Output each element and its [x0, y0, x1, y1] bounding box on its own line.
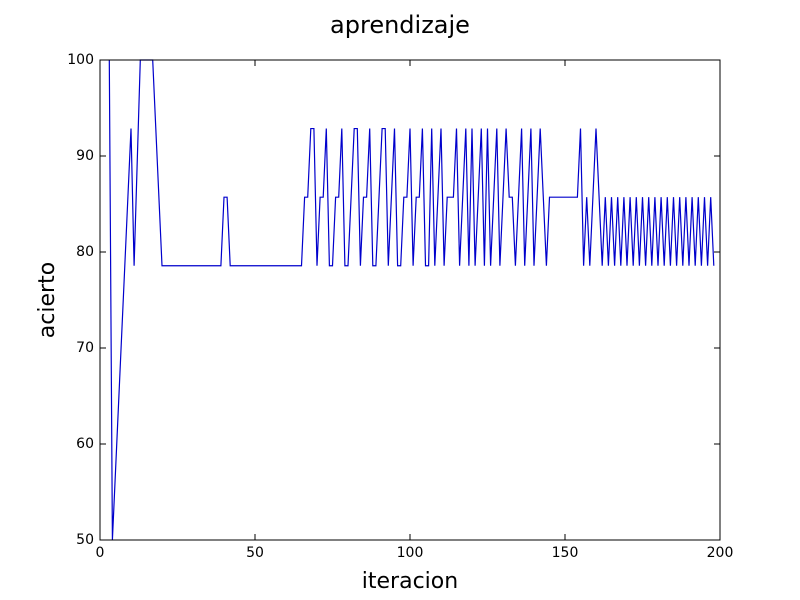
y-tick-label: 50: [76, 532, 94, 548]
y-axis-label: acierto: [35, 262, 60, 338]
x-axis-label: iteracion: [362, 569, 458, 594]
x-tick-label: 150: [552, 545, 579, 561]
data-line: [108, 59, 715, 541]
x-tick-label: 50: [246, 545, 264, 561]
chart-title: aprendizaje: [330, 11, 470, 39]
y-tick-label: 90: [76, 148, 94, 164]
x-tick-label: 100: [397, 545, 424, 561]
y-tick-label: 70: [76, 340, 94, 356]
x-tick-label: 0: [96, 545, 105, 561]
y-tick-label: 80: [76, 244, 94, 260]
y-tick-label: 60: [76, 436, 94, 452]
x-tick-label: 200: [707, 545, 734, 561]
y-tick-label: 100: [67, 52, 94, 68]
